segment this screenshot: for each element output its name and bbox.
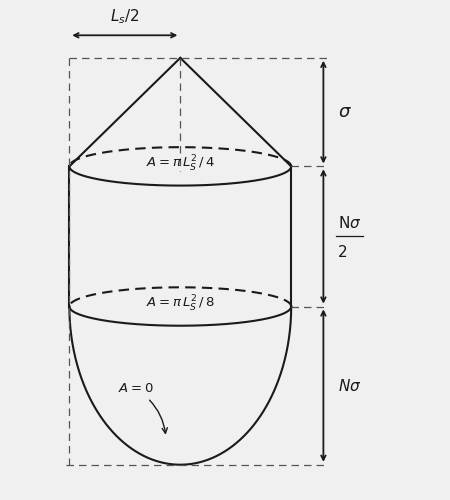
Text: $A = \pi\,L_S^2\,/\,4$: $A = \pi\,L_S^2\,/\,4$ — [146, 154, 215, 174]
Text: N$\sigma$: N$\sigma$ — [338, 378, 361, 394]
Text: 2: 2 — [338, 245, 347, 260]
Text: N$\sigma$: N$\sigma$ — [338, 215, 361, 231]
Text: $A = \pi\,L_S^2\,/\,8$: $A = \pi\,L_S^2\,/\,8$ — [146, 294, 215, 314]
Text: $A = 0$: $A = 0$ — [117, 382, 167, 434]
Text: $L_s/2$: $L_s/2$ — [110, 8, 140, 26]
Text: $\sigma$: $\sigma$ — [338, 103, 351, 121]
